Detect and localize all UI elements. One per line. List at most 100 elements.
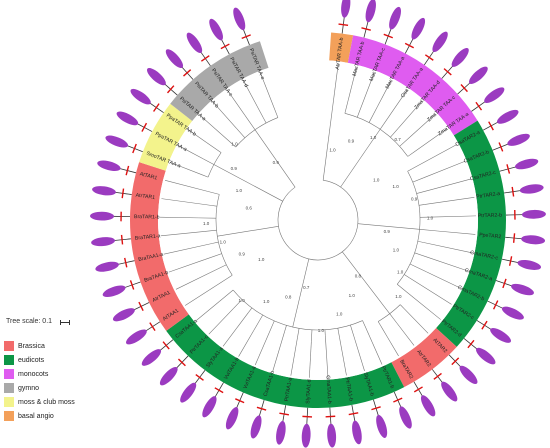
domain-mark xyxy=(302,415,313,418)
petal-shape xyxy=(497,109,519,124)
petal-shape xyxy=(459,365,478,385)
leaf-branch xyxy=(233,299,243,309)
leaf-branch xyxy=(243,80,264,118)
leaf-branch xyxy=(273,106,279,118)
bootstrap-label: 1.0 xyxy=(231,141,238,146)
leaf-branch xyxy=(195,301,220,321)
legend-item: gymno xyxy=(4,382,75,394)
petal-shape xyxy=(501,306,524,320)
petal-shape xyxy=(276,420,286,445)
leaf-branch xyxy=(377,79,392,107)
leaf-branch xyxy=(418,204,425,206)
leaf-branch xyxy=(210,205,217,207)
bootstrap-label: 0.7 xyxy=(303,285,310,290)
leaf-branch xyxy=(407,168,414,172)
leaf-branch xyxy=(272,331,286,372)
petal-shape xyxy=(95,261,119,272)
domain-mark xyxy=(451,357,460,366)
bootstrap-label: 0.9 xyxy=(239,251,246,256)
group-band xyxy=(170,41,269,122)
bootstrap-label: 0.9 xyxy=(384,229,391,234)
domain-mark xyxy=(124,257,128,268)
domain-mark xyxy=(413,386,423,393)
petal-shape xyxy=(202,396,217,418)
domain-mark xyxy=(511,186,515,197)
legend-item: Brassica xyxy=(4,340,75,352)
domain-mark xyxy=(467,339,475,349)
petal-shape xyxy=(209,18,223,41)
leaf-branch xyxy=(263,117,267,124)
bootstrap-label: 1.0 xyxy=(258,257,265,262)
leaf-branch xyxy=(379,124,384,130)
leaf-branch xyxy=(433,178,471,190)
domain-mark xyxy=(433,372,442,380)
bootstrap-label: 1.0 xyxy=(373,177,380,182)
legend-swatch xyxy=(4,369,14,379)
leaf-branch xyxy=(160,216,199,219)
group-band xyxy=(329,32,354,63)
domain-mark xyxy=(183,69,192,77)
bootstrap-label: 1.0 xyxy=(329,148,336,153)
petal-shape xyxy=(411,17,426,40)
domain-mark xyxy=(512,233,516,243)
bootstrap-label: 1.0 xyxy=(392,184,399,189)
petal-shape xyxy=(507,133,530,146)
petal-shape xyxy=(105,135,129,148)
leaf-branch xyxy=(419,229,438,232)
legend-item: moss & club moss xyxy=(4,396,75,408)
domain-mark xyxy=(460,84,468,93)
domain-mark xyxy=(279,412,290,416)
domain-mark xyxy=(195,373,204,381)
leaf-branch xyxy=(227,90,246,116)
leaf-branch xyxy=(311,329,313,342)
petal-shape xyxy=(376,414,388,438)
petal-shape xyxy=(327,423,337,448)
domain-mark xyxy=(152,103,160,112)
legend-item: basal angio xyxy=(4,410,75,422)
bootstrap-label: 1.0 xyxy=(395,294,402,299)
domain-mark xyxy=(404,42,415,49)
domain-mark xyxy=(348,412,359,416)
leaf-branch xyxy=(337,328,342,346)
leaf-branch xyxy=(344,107,347,114)
leaf-branch xyxy=(412,177,424,183)
bootstrap-label: 1.0 xyxy=(349,293,356,298)
domain-mark xyxy=(393,397,403,403)
bootstrap-label: 0.9 xyxy=(231,166,238,171)
petal-shape xyxy=(233,7,246,31)
leaf-label: GmaTAA1-b xyxy=(324,375,332,404)
petal-shape xyxy=(116,111,139,126)
leaf-branch xyxy=(332,96,335,104)
domain-mark xyxy=(492,300,499,310)
petal-shape xyxy=(399,406,412,429)
leaf-branch xyxy=(400,304,405,310)
petal-shape xyxy=(102,285,126,297)
leaf-label: PtrTAR2-b xyxy=(478,213,502,220)
leaf-branch xyxy=(425,256,468,272)
domain-mark xyxy=(325,415,336,418)
legend-label: monocots xyxy=(18,370,49,378)
leaf-branch xyxy=(175,269,216,290)
leaf-branch xyxy=(207,191,220,195)
domain-mark xyxy=(475,101,483,111)
tree-scale-label: Tree scale: 0.1 xyxy=(6,318,53,325)
petal-shape xyxy=(146,68,166,86)
leaf-branch xyxy=(244,114,256,130)
domain-mark xyxy=(498,142,504,152)
legend-label: moss & club moss xyxy=(18,398,75,406)
domain-mark xyxy=(120,234,124,245)
domain-mark xyxy=(235,398,245,404)
group-band xyxy=(130,162,189,331)
leaf-branch xyxy=(409,277,452,305)
bootstrap-label: 1.0 xyxy=(318,328,325,333)
leaf-branch xyxy=(406,291,441,320)
legend-label: gymno xyxy=(18,384,40,392)
leaf-branch xyxy=(204,229,217,232)
leaf-branch xyxy=(398,100,423,129)
leaf-label: AtTAR1 xyxy=(139,171,158,181)
leaf-branch xyxy=(423,161,465,178)
petal-shape xyxy=(521,235,546,245)
leaf-branch xyxy=(238,330,254,357)
petal-shape xyxy=(521,209,546,219)
